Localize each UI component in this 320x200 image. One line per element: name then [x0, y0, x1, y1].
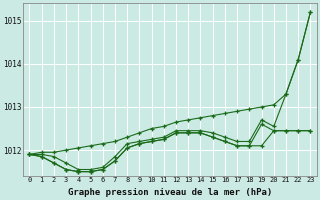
X-axis label: Graphe pression niveau de la mer (hPa): Graphe pression niveau de la mer (hPa)	[68, 188, 272, 197]
